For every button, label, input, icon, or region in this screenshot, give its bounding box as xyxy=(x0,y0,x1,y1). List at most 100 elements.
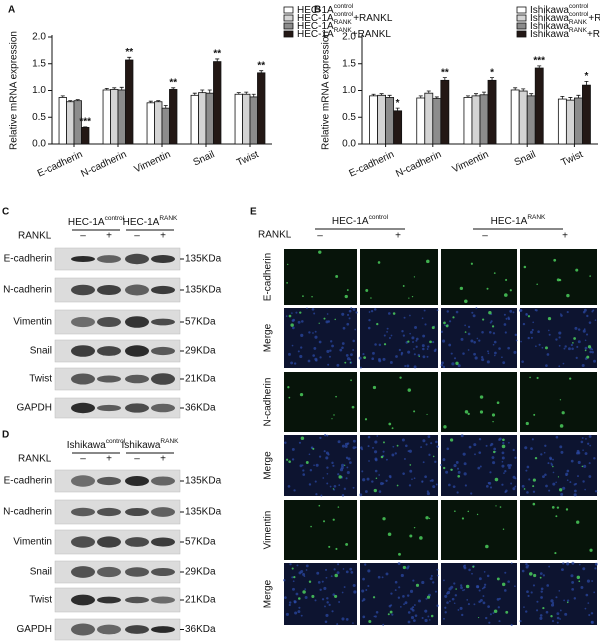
nucleus xyxy=(362,615,366,619)
nucleus xyxy=(382,623,385,626)
nucleus xyxy=(436,309,439,312)
superscript: RANK xyxy=(159,215,178,222)
band xyxy=(71,536,95,548)
nucleus xyxy=(594,319,597,321)
nucleus xyxy=(488,481,492,485)
legend-swatch xyxy=(283,30,294,38)
signal xyxy=(382,517,386,521)
significance: *** xyxy=(533,56,545,67)
signal xyxy=(299,311,302,314)
size-label: 57KDa xyxy=(185,537,216,548)
signal xyxy=(559,399,562,401)
nucleus xyxy=(329,349,332,352)
nucleus xyxy=(291,312,293,314)
group-label: HEC-1ARANK xyxy=(123,215,178,227)
nucleus xyxy=(400,351,404,355)
nucleus xyxy=(581,437,584,439)
bar xyxy=(58,97,67,145)
bar xyxy=(440,79,450,145)
nucleus xyxy=(460,584,463,587)
nucleus xyxy=(422,355,426,359)
error-bar xyxy=(163,105,168,109)
nucleus xyxy=(478,339,481,342)
nucleus xyxy=(336,571,340,575)
band xyxy=(125,403,149,413)
band xyxy=(97,624,121,635)
nucleus xyxy=(505,317,508,320)
error-bar xyxy=(418,95,423,98)
signal xyxy=(387,613,390,616)
row-label: Twist xyxy=(29,595,52,606)
nucleus xyxy=(546,584,550,587)
bar xyxy=(582,84,591,145)
size-label: 21KDa xyxy=(185,374,216,385)
error-bar xyxy=(482,91,487,95)
bar xyxy=(432,98,442,145)
nucleus xyxy=(355,311,358,314)
nucleus xyxy=(412,619,416,622)
error-bar xyxy=(83,126,88,128)
signal xyxy=(557,476,560,478)
nucleus xyxy=(591,348,594,351)
micrograph xyxy=(360,500,438,560)
bar xyxy=(125,59,134,145)
signal xyxy=(542,606,545,610)
nucleus xyxy=(558,331,562,335)
nucleus xyxy=(316,571,320,575)
nucleus xyxy=(493,340,497,344)
error-bar xyxy=(104,87,109,90)
legend-label: HEC-1Acontrol xyxy=(297,3,354,15)
signal xyxy=(502,438,505,442)
treatment-label: RANKL xyxy=(258,230,292,241)
nucleus xyxy=(507,580,510,583)
nucleus xyxy=(424,323,427,326)
nucleus xyxy=(545,484,548,488)
nucleus xyxy=(479,465,482,468)
nucleus xyxy=(352,308,356,311)
nucleus xyxy=(430,574,433,577)
nucleus xyxy=(550,463,554,466)
signal xyxy=(298,597,301,600)
y-axis-title: Relative mRNA expression xyxy=(9,31,20,150)
band xyxy=(71,255,95,263)
signal xyxy=(576,520,580,524)
bar xyxy=(198,92,207,145)
nucleus xyxy=(521,569,525,573)
size-label: 36KDa xyxy=(185,403,216,414)
nucleus xyxy=(386,330,388,333)
size-label: 21KDa xyxy=(185,595,216,606)
signal xyxy=(584,349,587,352)
error-bar xyxy=(537,65,542,69)
nucleus xyxy=(402,595,405,598)
bar xyxy=(526,95,536,145)
nucleus xyxy=(497,606,500,609)
group-label: Ishikawacontrol xyxy=(67,438,126,450)
nucleus xyxy=(525,610,528,613)
nucleus xyxy=(394,580,398,584)
x-tick-label: Snail xyxy=(192,149,217,168)
signal xyxy=(311,594,315,598)
micrograph xyxy=(360,249,438,305)
nucleus xyxy=(378,474,381,476)
nucleus xyxy=(425,597,428,600)
nucleus xyxy=(526,465,530,469)
nucleus xyxy=(440,463,443,466)
nucleus xyxy=(488,330,492,334)
nucleus xyxy=(339,468,344,472)
nucleus xyxy=(315,463,319,467)
band xyxy=(71,316,95,328)
band xyxy=(71,373,95,385)
nucleus xyxy=(488,621,491,624)
nucleus xyxy=(352,439,356,443)
text-part: +RANKL xyxy=(352,29,392,40)
signal xyxy=(578,580,581,583)
nucleus xyxy=(448,587,452,591)
nucleus xyxy=(580,440,584,444)
superscript: control xyxy=(105,215,125,222)
band xyxy=(71,507,95,517)
nucleus xyxy=(540,453,543,456)
nucleus xyxy=(292,587,295,591)
signal xyxy=(287,263,289,266)
nucleus xyxy=(409,314,411,317)
nucleus xyxy=(350,353,353,357)
